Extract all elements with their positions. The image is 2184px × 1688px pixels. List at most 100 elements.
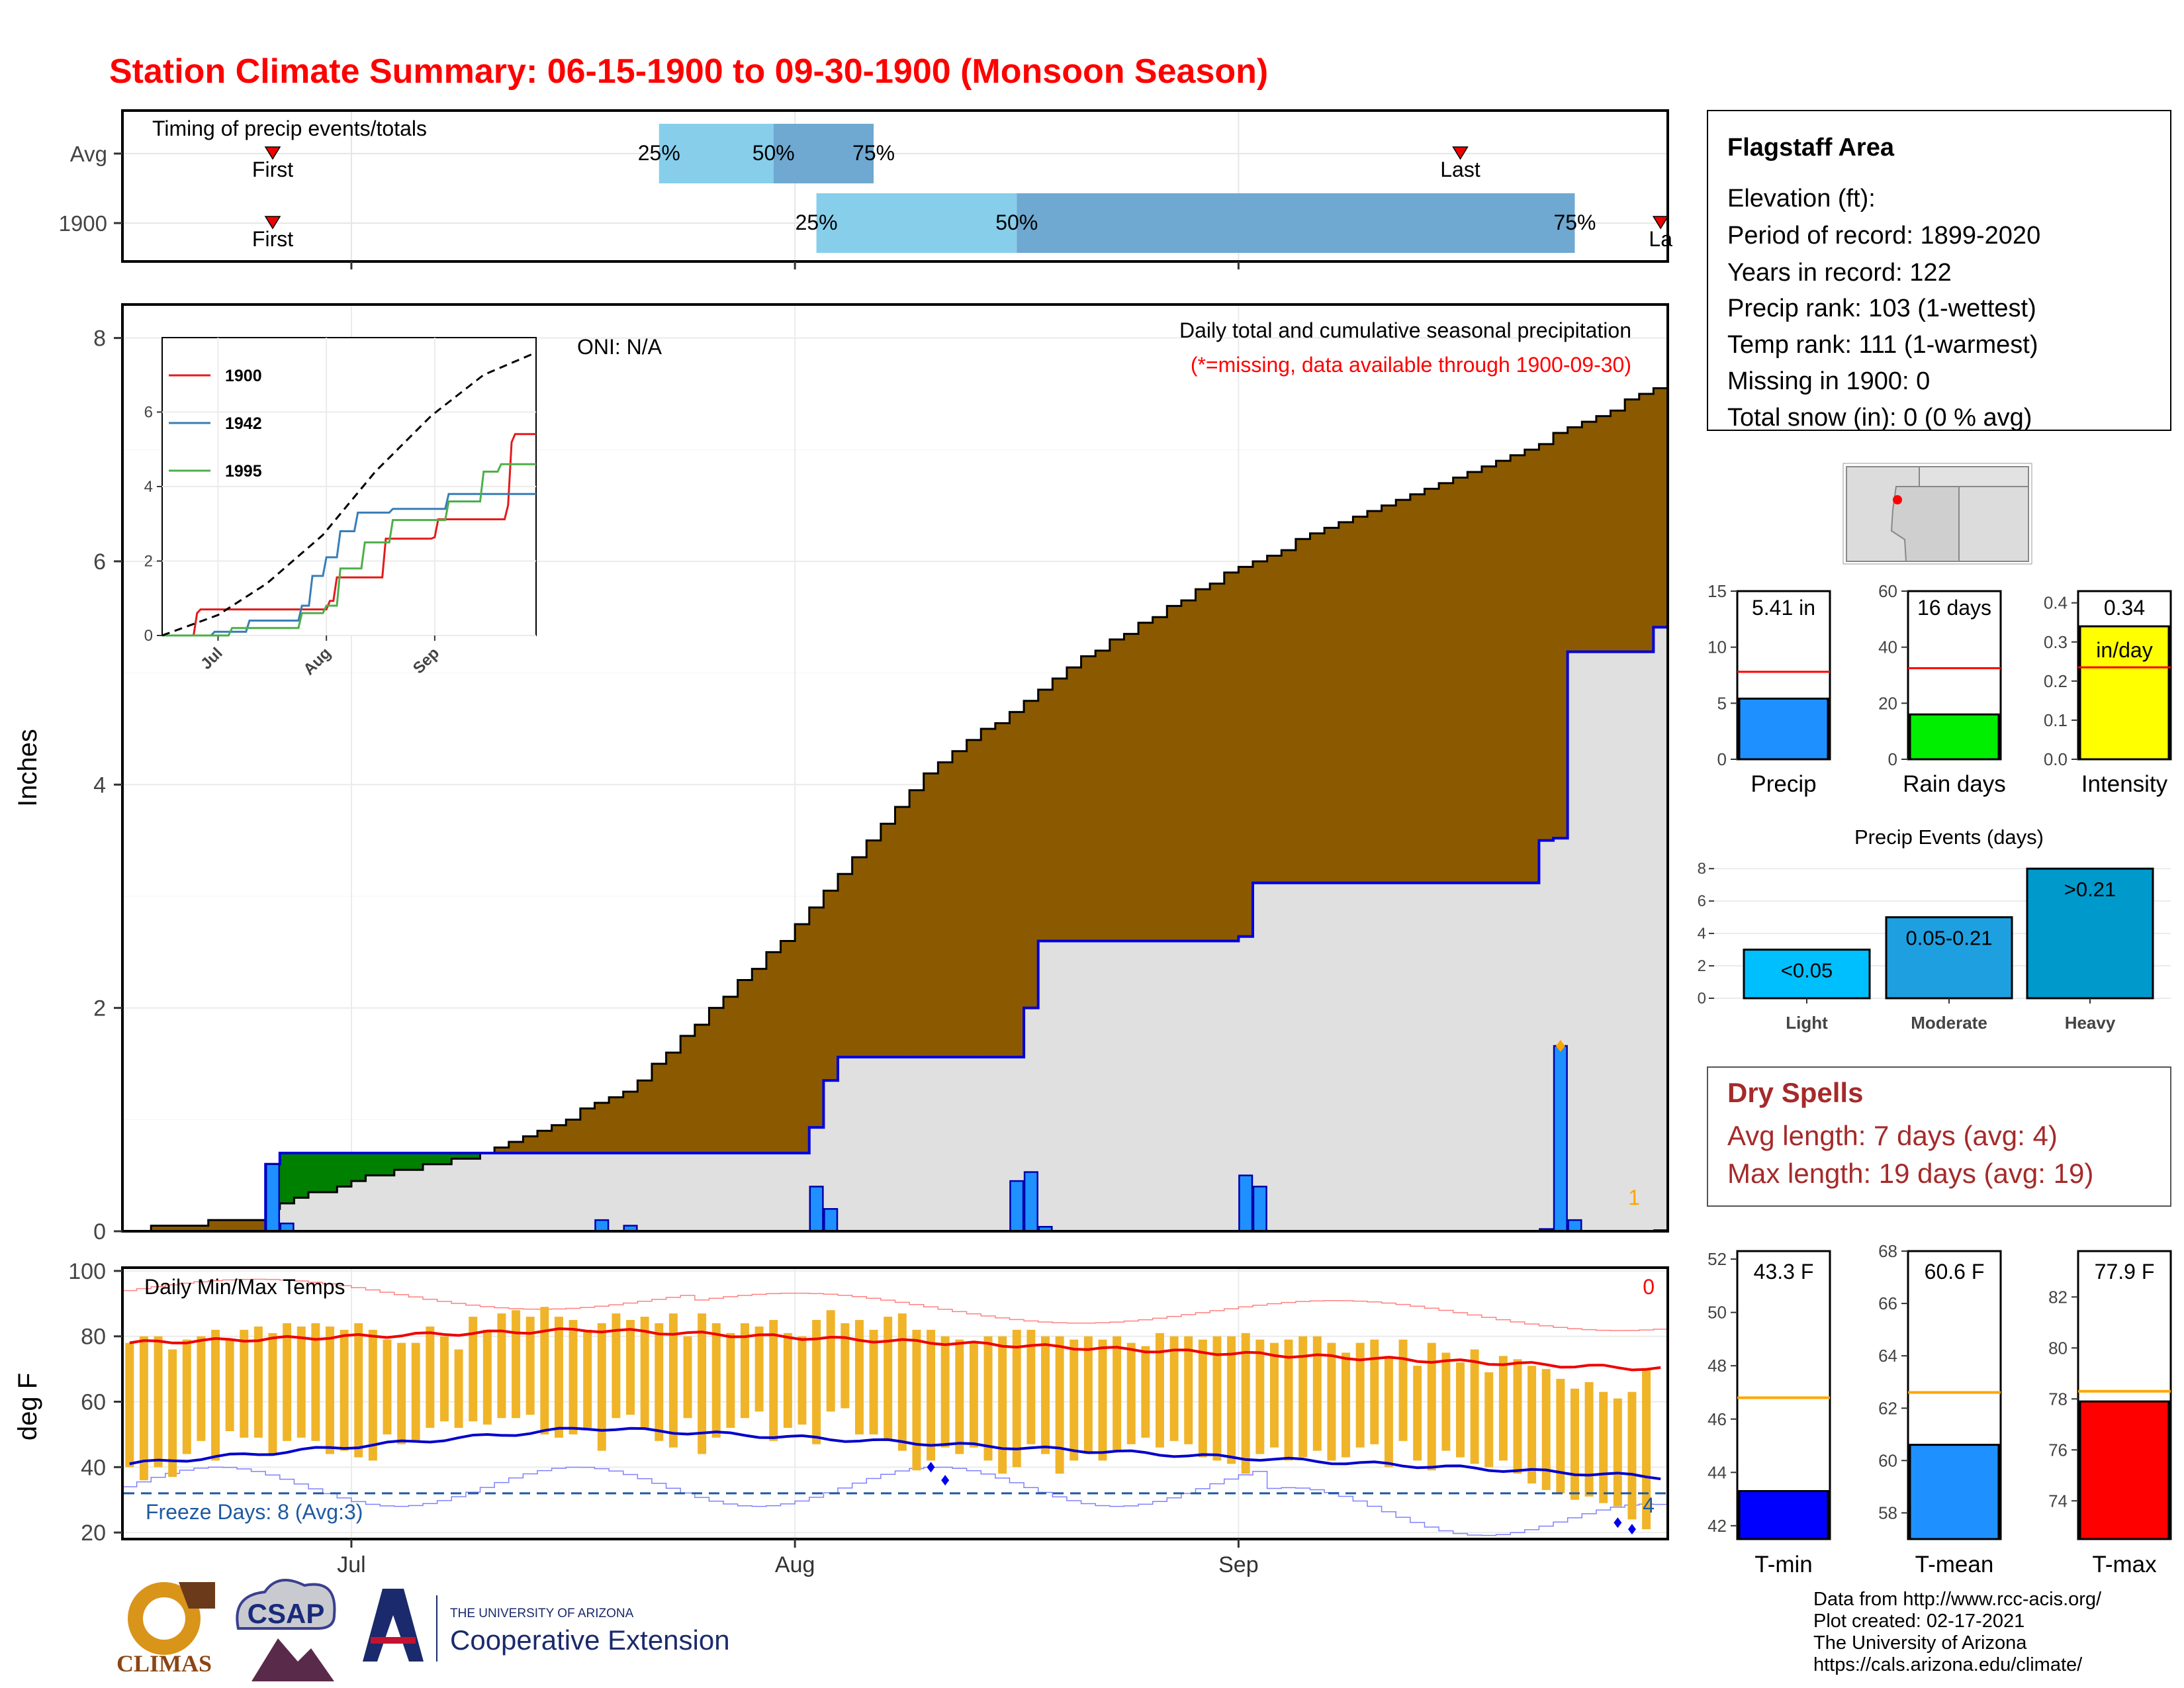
avg-surplus-fill: [1496, 461, 1511, 883]
avg-surplus-fill: [1181, 600, 1197, 941]
precip-base-fill: [1524, 882, 1539, 1231]
daily-temp-bar: [211, 1329, 220, 1461]
events-bar-label-heavy: >0.21: [2064, 878, 2116, 901]
avg-surplus-fill: [795, 924, 810, 1153]
summary-category-label: Precip: [1751, 771, 1816, 797]
daily-temp-bar: [1384, 1356, 1393, 1468]
daily-temp-bar: [168, 1349, 177, 1477]
daily-temp-bar: [655, 1323, 664, 1441]
avg-surplus-fill: [1567, 427, 1582, 652]
precip-base-fill: [895, 1056, 910, 1231]
precip-base-fill: [1539, 840, 1554, 1231]
temp-panel-background: [122, 1268, 1668, 1539]
precip-base-fill: [966, 1056, 981, 1231]
avg-surplus-fill: [1195, 589, 1210, 941]
daily-temp-bar: [1255, 1339, 1265, 1454]
precip-y-tick-label: 2: [93, 996, 106, 1021]
avg-surplus-fill: [508, 1142, 523, 1153]
daily-temp-bar: [1456, 1362, 1465, 1458]
inset-y-tick-label: 6: [144, 404, 153, 422]
avg-surplus-fill: [938, 762, 953, 1057]
daily-temp-bar: [826, 1310, 835, 1412]
precip-base-fill: [623, 1152, 638, 1231]
daily-temp-bar: [268, 1333, 277, 1454]
temp-y-axis: 20 40 60 80 100: [68, 1259, 122, 1546]
timing-panel: Timing of precip events/totals Avg 25% 50%…: [59, 109, 1672, 269]
avg-surplus-fill: [838, 874, 853, 1057]
precip-base-fill: [294, 1197, 309, 1231]
precip-y-axis: 0 2 4 6 8: [93, 326, 122, 1244]
year-surplus-fill: [322, 1152, 338, 1192]
avg-tmin-line: [129, 1427, 1661, 1481]
timing-q25-label: 25%: [796, 211, 838, 234]
daily-temp-bar: [1370, 1339, 1379, 1444]
daily-temp-bar: [1113, 1336, 1122, 1451]
precip-base-fill: [1467, 882, 1482, 1231]
precip-base-fill: [766, 1152, 782, 1231]
precip-base-fill: [1224, 941, 1239, 1231]
daily-temp-bar: [1498, 1356, 1508, 1461]
daily-temp-bar: [397, 1342, 406, 1444]
inset-y-tick-label: 0: [144, 627, 153, 645]
precip-base-fill: [780, 1152, 796, 1231]
footer-org: The University of Arizona: [1813, 1632, 2027, 1654]
avg-surplus-fill: [1310, 533, 1325, 883]
avg-surplus-fill: [165, 1225, 180, 1231]
daily-temp-bar: [569, 1320, 578, 1434]
dry-spells-max: Max length: 19 days (avg: 19): [1727, 1158, 2093, 1189]
station-location-marker: [1893, 495, 1902, 504]
climas-logo-shape: [179, 1582, 215, 1609]
precip-base-fill: [1267, 882, 1282, 1231]
daily-temp-bar: [1083, 1336, 1093, 1454]
last-event-label: La: [1649, 227, 1672, 251]
daily-temp-bar: [469, 1317, 478, 1422]
daily-precip-bar: [1023, 1171, 1038, 1233]
avg-surplus-fill: [995, 723, 1010, 1057]
events-category-heavy: Heavy: [2065, 1013, 2116, 1033]
precip-base-fill: [866, 1056, 882, 1231]
precip-base-fill: [694, 1152, 709, 1231]
precip-base-fill: [1253, 882, 1268, 1231]
temp-summary-y-tick-label: 62: [1878, 1398, 1897, 1418]
precip-base-fill: [981, 1056, 996, 1231]
daily-temp-bar: [912, 1329, 921, 1471]
timing-bar-q50-q75: [773, 124, 874, 183]
daily-temp-bar: [1284, 1339, 1293, 1461]
precip-base-fill: [1582, 651, 1597, 1231]
temp-y-tick-label: 100: [68, 1259, 106, 1284]
daily-precip-bar: [1553, 1045, 1568, 1233]
events-bar-label-moderate: 0.05-0.21: [1906, 927, 1993, 950]
daily-temp-bar: [1055, 1336, 1064, 1474]
precip-base-fill: [737, 1152, 752, 1231]
year-surplus-fill: [308, 1152, 324, 1192]
precip-base-fill: [1081, 941, 1096, 1231]
avg-surplus-fill: [1625, 399, 1640, 652]
daily-temp-bar: [1169, 1336, 1179, 1441]
temp-summary-category-label: T-mean: [1915, 1552, 1994, 1577]
precip-base-fill: [451, 1158, 467, 1231]
avg-surplus-fill: [1653, 388, 1668, 628]
daily-temp-bar: [197, 1336, 206, 1441]
daily-temp-bar: [854, 1320, 864, 1434]
daily-temp-bar: [1556, 1378, 1565, 1493]
daily-temp-bar: [1141, 1346, 1150, 1438]
daily-temp-bar: [1069, 1339, 1079, 1461]
precip-base-fill: [1396, 882, 1411, 1231]
daily-temp-bar: [368, 1329, 377, 1461]
year-surplus-fill: [380, 1152, 395, 1176]
precip-base-fill: [380, 1175, 395, 1231]
avg-surplus-fill: [1267, 555, 1282, 883]
precip-panel-frame: [121, 303, 1669, 1233]
footer-url: https://cals.arizona.edu/climate/: [1813, 1654, 2083, 1675]
daily-temp-bar: [525, 1317, 535, 1415]
last-event-marker: [1452, 146, 1469, 160]
summary-y-tick-label: 10: [1707, 637, 1727, 657]
max-daily-marker: [1555, 1040, 1565, 1052]
events-bar-light: [1743, 949, 1871, 1000]
avg-surplus-fill: [1238, 567, 1253, 937]
daily-temp-bar: [969, 1342, 978, 1448]
temp-summary-category-label: T-max: [2092, 1552, 2157, 1577]
daily-temp-bar: [998, 1336, 1007, 1474]
